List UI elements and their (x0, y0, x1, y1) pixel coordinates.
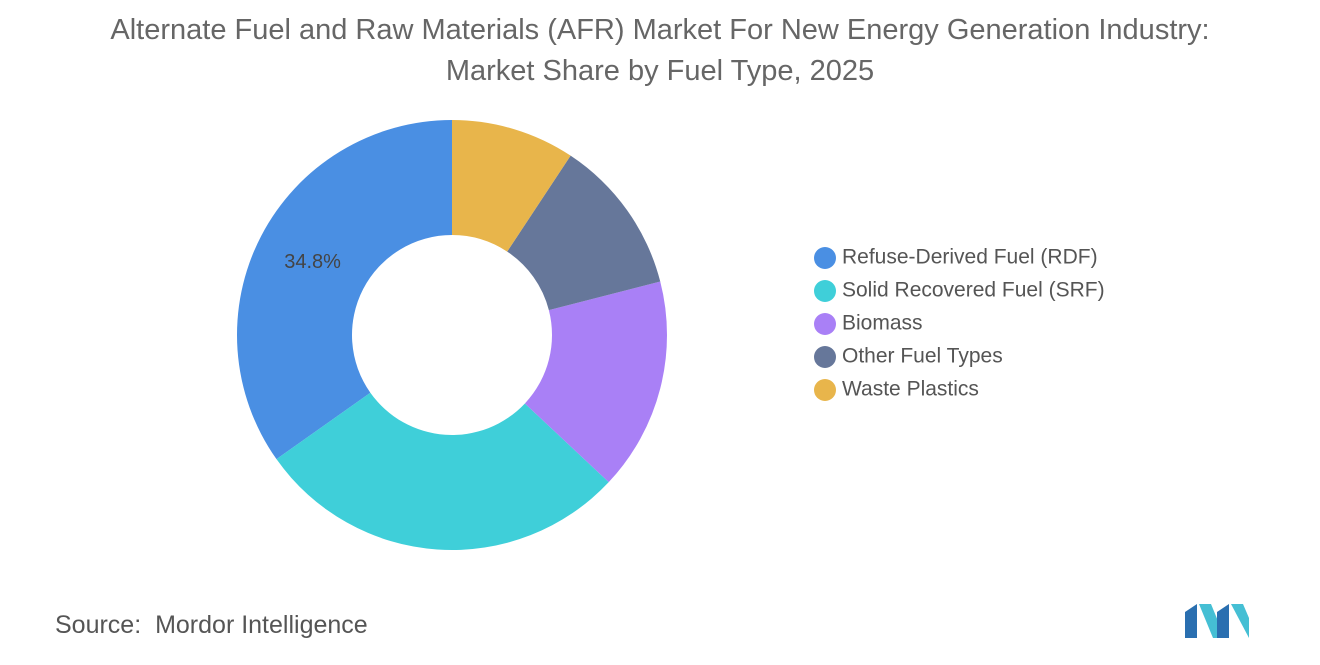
logo (1185, 604, 1249, 638)
source: Source: Mordor Intelligence (55, 611, 368, 640)
source-label: Source: (55, 611, 142, 639)
donut-slice (507, 155, 661, 311)
donut-slice (237, 120, 452, 460)
donut-slice (524, 281, 667, 483)
donut-slice (276, 392, 609, 550)
legend-marker (814, 247, 836, 269)
legend-label: Other Fuel Types (842, 345, 1003, 368)
donut-slice (452, 120, 571, 252)
legend-marker (814, 379, 836, 401)
legend-label: Waste Plastics (842, 378, 979, 401)
legend-marker (814, 280, 836, 302)
legend-marker (814, 313, 836, 335)
legend-label: Solid Recovered Fuel (SRF) (842, 279, 1105, 302)
legend-marker (814, 346, 836, 368)
legend-label: Refuse-Derived Fuel (RDF) (842, 246, 1098, 269)
legend-label: Biomass (842, 312, 923, 335)
source-text: Mordor Intelligence (155, 611, 368, 639)
data-label: 34.8% (284, 251, 341, 273)
chart-title: Alternate Fuel and Raw Materials (AFR) M… (110, 14, 1210, 87)
